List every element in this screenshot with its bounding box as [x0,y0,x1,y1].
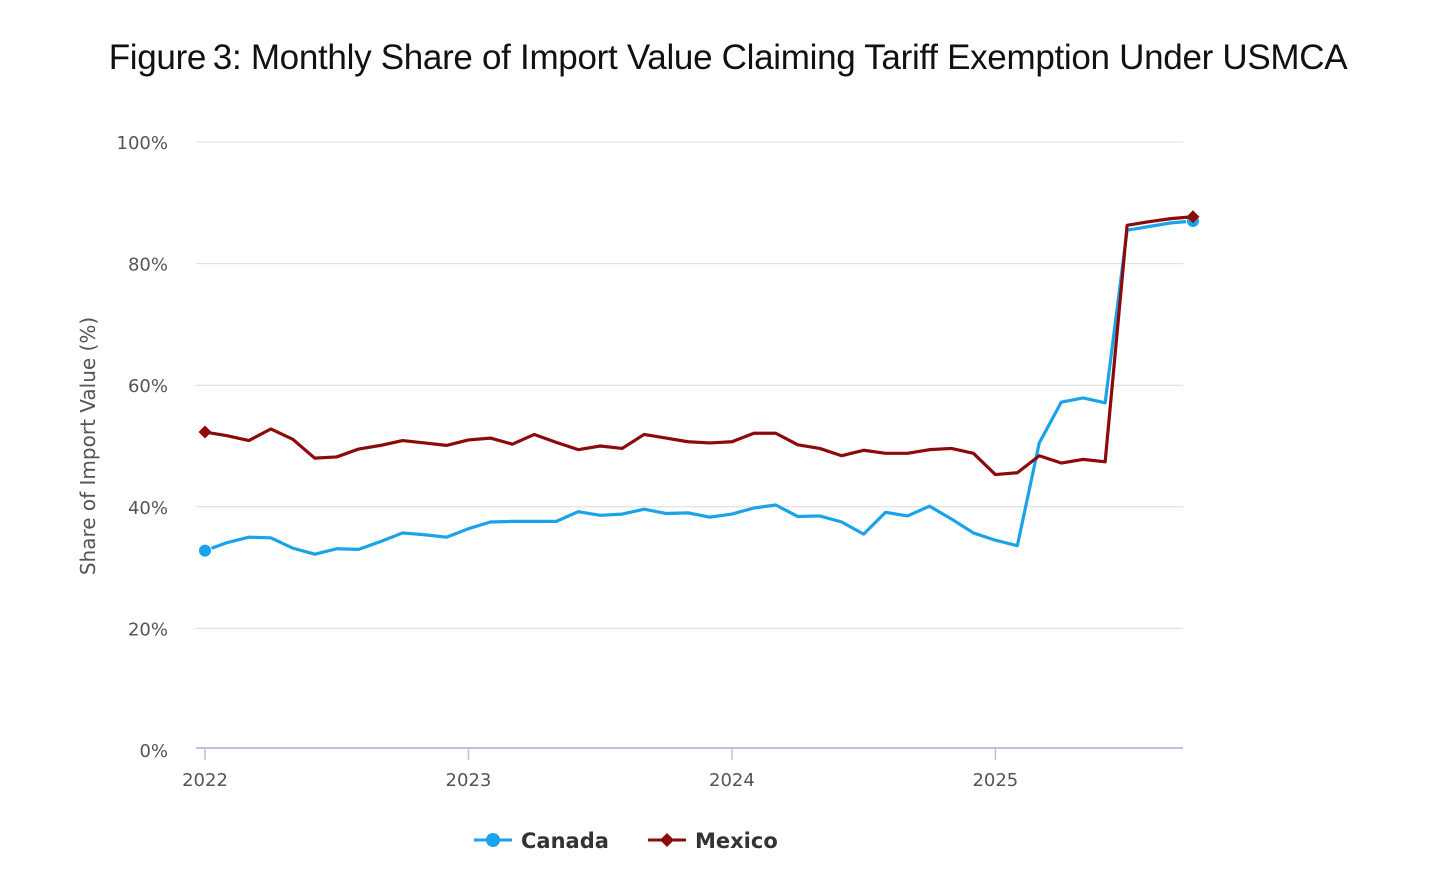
series-layer [198,210,1200,558]
x-tick-label: 2022 [182,770,228,791]
y-axis-title: Share of Import Value (%) [76,317,100,575]
legend-marker-circle [486,833,500,847]
data-point-canada [198,543,212,558]
y-tick-label: 40% [128,498,168,519]
legend[interactable]: Canada Mexico [474,829,778,853]
y-tick-label: 60% [128,376,168,397]
legend-item-mexico[interactable]: Mexico [648,829,778,853]
x-tick-label: 2025 [972,770,1018,791]
y-tick-label: 20% [128,619,168,640]
y-axis: 0% 20% 40% 60% 80% 100% [117,133,168,762]
y-tick-label: 80% [128,255,168,276]
series-line-mexico [203,215,1195,477]
chart-title: Figure 3: Monthly Share of Import Value … [108,38,1348,77]
x-tick-label: 2024 [709,770,755,791]
data-point-mexico [1186,210,1200,224]
series-line-canada [203,219,1195,556]
legend-marker-diamond [660,833,674,847]
legend-label: Canada [521,829,609,853]
y-tick-label: 0% [139,741,168,762]
legend-item-canada[interactable]: Canada [474,829,609,853]
x-axis: 2022 2023 2024 2025 [182,747,1183,791]
y-tick-label: 100% [117,133,168,154]
legend-label: Mexico [695,829,778,853]
data-point-mexico [198,425,212,439]
gridlines [196,141,1183,629]
x-tick-label: 2023 [446,770,492,791]
